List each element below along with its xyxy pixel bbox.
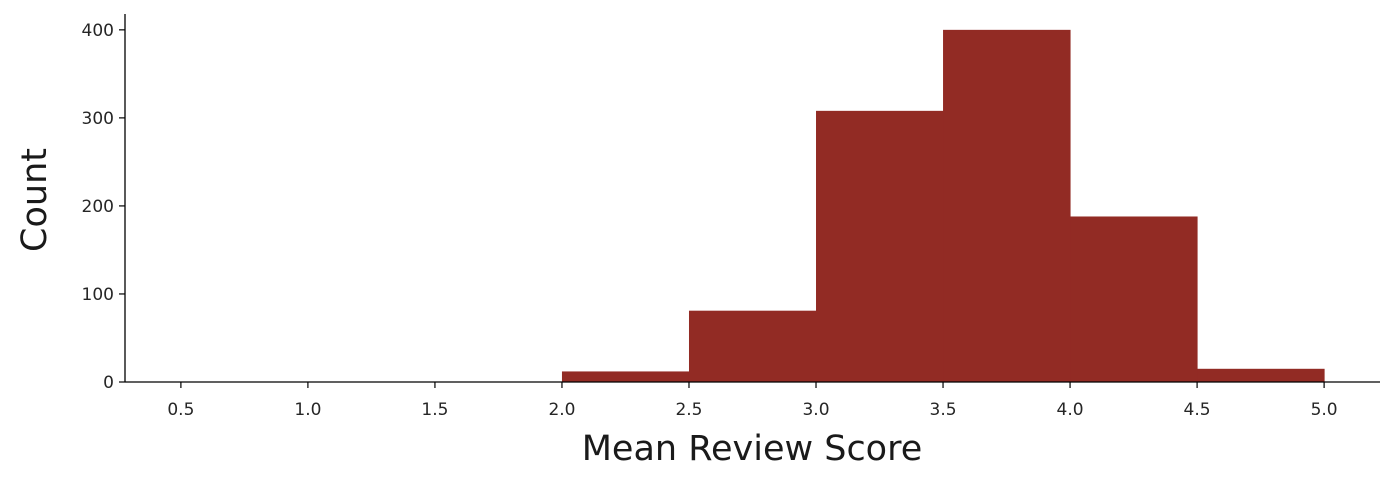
y-axis-title: Count (15, 148, 55, 252)
y-tick-label: 400 (82, 21, 114, 41)
x-tick-label: 2.5 (675, 400, 702, 420)
x-tick-label: 5.0 (1311, 400, 1338, 420)
y-tick-label: 200 (82, 197, 114, 217)
x-tick-label: 3.0 (802, 400, 829, 420)
histogram-bar-3 (943, 29, 1071, 382)
y-tick-label: 0 (103, 373, 114, 393)
histogram-bar-0 (561, 371, 690, 382)
histogram-bar-5 (1197, 368, 1325, 382)
x-tick-label: 1.5 (421, 400, 448, 420)
y-tick-label: 100 (82, 285, 114, 305)
histogram-bar-4 (1070, 216, 1198, 382)
x-tick-label: 4.0 (1057, 400, 1084, 420)
x-tick-label: 3.5 (930, 400, 957, 420)
histogram-bar-1 (688, 310, 817, 382)
x-axis-ticks: 0.5 1.0 1.5 2.0 2.5 3.0 3.5 4.0 4.5 5.0 (167, 382, 1338, 420)
axes (124, 14, 1380, 383)
y-axis-ticks: 0 100 200 300 400 (82, 21, 125, 393)
x-axis-title: Mean Review Score (582, 429, 923, 469)
x-tick-label: 4.5 (1184, 400, 1211, 420)
x-tick-label: 1.0 (294, 400, 321, 420)
histogram-bar-2 (816, 110, 944, 382)
x-tick-label: 0.5 (167, 400, 194, 420)
y-tick-label: 300 (82, 109, 114, 129)
x-tick-label: 2.0 (548, 400, 575, 420)
histogram-bars (561, 29, 1325, 382)
